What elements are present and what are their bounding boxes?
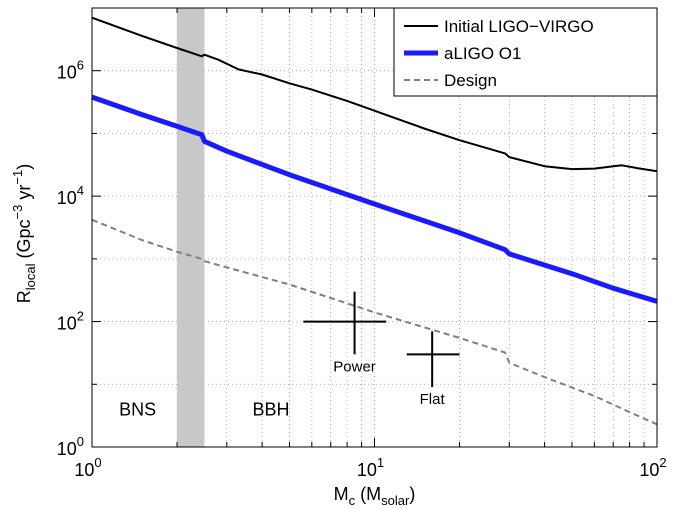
y-tick-base: 10: [57, 314, 77, 334]
annotation-bbh: BBH: [252, 399, 289, 419]
legend-label-initial: Initial LIGO−VIRGO: [444, 17, 594, 36]
x-tick-base: 10: [74, 460, 94, 480]
error-cross-power: Power: [303, 291, 387, 375]
x-axis-label-main: M: [334, 484, 349, 504]
x-tick-exp: 2: [659, 455, 666, 470]
annotation-bns: BNS: [119, 399, 156, 419]
x-tick-label: 102: [639, 455, 666, 480]
y-tick-base: 10: [57, 63, 77, 83]
error-cross-label: Flat: [420, 391, 446, 408]
error-crosses: Power Flat: [303, 291, 460, 408]
x-axis-label-close: ): [409, 484, 415, 504]
series-line-1: [91, 94, 658, 304]
y-axis-label: Rlocal (Gpc−3 yr−1): [10, 164, 38, 303]
y-tick-label: 106: [57, 58, 84, 83]
shaded-band: [177, 8, 205, 447]
x-axis-label-open: (M: [355, 484, 381, 504]
error-cross-flat: Flat: [406, 331, 460, 408]
legend: Initial LIGO−VIRGO aLIGO O1 Design: [393, 7, 658, 97]
y-axis-label-sub: local: [23, 263, 38, 290]
y-tick-exp: 4: [77, 183, 84, 198]
x-tick-base: 10: [639, 460, 659, 480]
y-tick-label: 104: [57, 183, 84, 208]
y-tick-exp: 2: [77, 309, 84, 324]
x-axis-label-sub: c: [349, 493, 356, 508]
series-line-0: [91, 16, 658, 173]
legend-label-aligo: aLIGO O1: [444, 44, 521, 63]
annotations: BNS BBH: [119, 399, 289, 419]
y-axis-label-part2: yr: [14, 185, 34, 205]
y-axis-label-main: R: [14, 290, 34, 303]
y-axis-label-part1: (Gpc: [14, 219, 34, 263]
y-tick-base: 10: [57, 188, 77, 208]
y-tick-exp: 0: [77, 434, 84, 449]
y-axis-label-part3: ): [14, 164, 34, 170]
error-cross-label: Power: [333, 358, 376, 375]
x-tick-label: 101: [357, 455, 384, 480]
x-tick-exp: 1: [377, 455, 384, 470]
y-axis-label-sup2: −1: [10, 170, 25, 185]
y-tick-label: 102: [57, 309, 84, 334]
y-tick-base: 10: [57, 439, 77, 459]
x-axis-label-unit-sub: solar: [381, 493, 410, 508]
bns-band: [177, 8, 205, 447]
x-tick-base: 10: [357, 460, 377, 480]
x-tick-exp: 0: [94, 455, 101, 470]
x-tick-label: 100: [74, 455, 101, 480]
y-tick-exp: 6: [77, 58, 84, 73]
legend-label-design: Design: [444, 71, 497, 90]
y-tick-label: 100: [57, 434, 84, 459]
series-group: [91, 16, 658, 426]
y-axis-label-sup1: −3: [10, 205, 25, 220]
x-axis-label: Mc (Msolar): [334, 484, 416, 508]
